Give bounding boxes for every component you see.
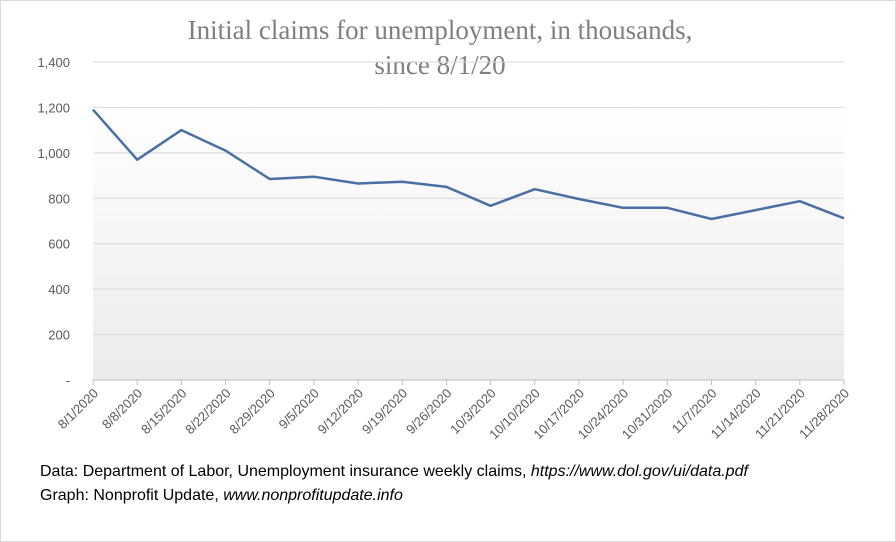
- x-tick-label: 8/15/2020: [138, 386, 190, 438]
- y-tick-label: 400: [48, 282, 70, 297]
- y-tick-label: 1,200: [37, 100, 70, 115]
- line-chart: - 200 400 600 800 1,000 1,200 1,400 8/1/20208/8…: [37, 55, 852, 443]
- x-tick-label: 9/19/2020: [359, 386, 411, 438]
- chart-title-line-1: Initial claims for unemployment, in thou…: [187, 15, 693, 45]
- y-tick-label: 1,000: [37, 146, 70, 161]
- graph-credit-url[interactable]: www.nonprofitupdate.info: [223, 487, 403, 504]
- gridlines: [93, 61, 844, 336]
- y-tick-label: 800: [48, 191, 70, 206]
- graph-credit-text: Graph: Nonprofit Update,: [40, 487, 224, 504]
- x-tick-label: 9/26/2020: [403, 386, 455, 438]
- x-axis: [92, 379, 845, 385]
- x-tick-label: 9/12/2020: [315, 386, 367, 438]
- chart-title-line-2: since 8/1/20: [374, 50, 506, 80]
- y-tick-label: 600: [48, 237, 70, 252]
- y-tick-label: -: [66, 373, 70, 388]
- data-source-text: Data: Department of Labor, Unemployment …: [40, 463, 531, 480]
- x-axis-tick-labels: 8/1/20208/8/20208/15/20208/22/20208/29/2…: [55, 386, 852, 443]
- y-tick-label: 1,400: [37, 55, 70, 70]
- graph-credit-note: Graph: Nonprofit Update, www.nonprofitup…: [40, 487, 403, 505]
- data-source-url[interactable]: https://www.dol.gov/ui/data.pdf: [530, 463, 748, 480]
- x-tick-label: 8/22/2020: [182, 386, 234, 438]
- x-tick-label: 8/1/2020: [55, 386, 101, 432]
- claims-series-line: [92, 108, 845, 221]
- y-axis-tick-labels: - 200 400 600 800 1,000 1,200 1,400: [37, 55, 70, 388]
- data-source-note: Data: Department of Labor, Unemployment …: [40, 463, 748, 481]
- y-tick-label: 200: [48, 328, 70, 343]
- x-tick-label: 8/29/2020: [226, 386, 278, 438]
